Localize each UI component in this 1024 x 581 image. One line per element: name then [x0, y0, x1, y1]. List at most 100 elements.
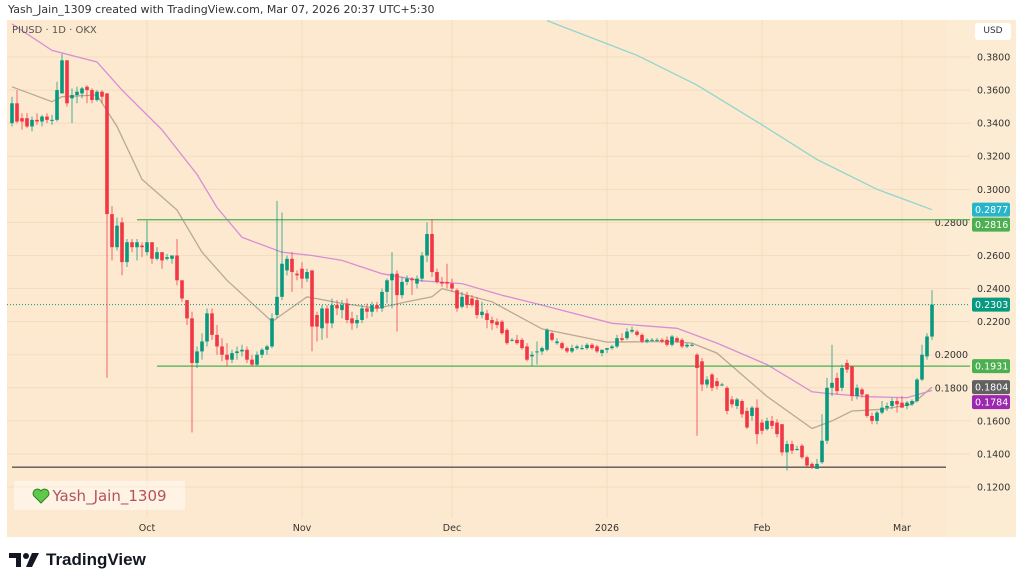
candle-body[interactable]	[80, 88, 84, 94]
candle-body[interactable]	[885, 405, 889, 408]
candle-body[interactable]	[500, 321, 504, 334]
candle-body[interactable]	[710, 374, 714, 388]
candle-body[interactable]	[410, 278, 414, 281]
candle-body[interactable]	[725, 387, 729, 411]
candle-body[interactable]	[280, 263, 284, 297]
candle-body[interactable]	[705, 379, 709, 385]
candle-body[interactable]	[480, 311, 484, 316]
candle-body[interactable]	[795, 448, 799, 450]
candle-body[interactable]	[750, 407, 754, 416]
candle-body[interactable]	[185, 300, 189, 319]
candle-body[interactable]	[30, 119, 34, 127]
candle-body[interactable]	[910, 401, 914, 405]
candle-body[interactable]	[110, 214, 114, 248]
candle-body[interactable]	[495, 321, 499, 325]
candle-body[interactable]	[190, 318, 194, 363]
candle-body[interactable]	[555, 341, 559, 344]
candle-body[interactable]	[75, 91, 79, 96]
candle-body[interactable]	[210, 313, 214, 335]
chart-pane[interactable]	[7, 20, 1016, 537]
candle-body[interactable]	[220, 346, 224, 355]
candle-body[interactable]	[270, 318, 274, 347]
candle-body[interactable]	[685, 344, 689, 347]
candle-body[interactable]	[540, 348, 544, 352]
candle-body[interactable]	[160, 252, 164, 261]
candle-body[interactable]	[115, 225, 119, 248]
candle-body[interactable]	[655, 339, 659, 341]
candle-body[interactable]	[370, 305, 374, 312]
candle-body[interactable]	[450, 283, 454, 289]
candle-body[interactable]	[820, 440, 824, 463]
candle-body[interactable]	[925, 336, 929, 357]
candle-body[interactable]	[430, 233, 434, 273]
candle-body[interactable]	[205, 313, 209, 342]
candle-body[interactable]	[535, 351, 539, 353]
candle-body[interactable]	[640, 334, 644, 342]
candle-body[interactable]	[790, 444, 794, 451]
candle-body[interactable]	[50, 119, 54, 121]
candle-body[interactable]	[570, 348, 574, 352]
candle-body[interactable]	[325, 308, 329, 324]
candle-body[interactable]	[860, 389, 864, 395]
candle-body[interactable]	[215, 334, 219, 347]
candle-body[interactable]	[290, 258, 294, 273]
candle-body[interactable]	[760, 422, 764, 431]
candle-body[interactable]	[95, 91, 99, 101]
candle-body[interactable]	[200, 341, 204, 352]
candle-body[interactable]	[135, 242, 139, 248]
candle-body[interactable]	[125, 242, 129, 263]
candle-body[interactable]	[225, 354, 229, 360]
candle-body[interactable]	[275, 296, 279, 316]
candle-body[interactable]	[165, 257, 169, 259]
candle-body[interactable]	[245, 349, 249, 360]
candle-body[interactable]	[730, 399, 734, 405]
candle-body[interactable]	[40, 116, 44, 122]
candle-body[interactable]	[630, 329, 634, 332]
candle-body[interactable]	[905, 402, 909, 406]
candle-body[interactable]	[490, 319, 494, 324]
candle-body[interactable]	[25, 118, 29, 127]
candle-body[interactable]	[890, 401, 894, 406]
candle-body[interactable]	[70, 95, 74, 99]
candle-body[interactable]	[145, 242, 149, 253]
candle-body[interactable]	[230, 353, 234, 360]
candle-body[interactable]	[920, 354, 924, 380]
candle-body[interactable]	[140, 245, 144, 248]
candle-body[interactable]	[690, 344, 694, 346]
candle-body[interactable]	[915, 379, 919, 402]
candle-body[interactable]	[295, 273, 299, 276]
candle-body[interactable]	[850, 366, 854, 397]
candle-body[interactable]	[605, 348, 609, 350]
candle-body[interactable]	[85, 86, 89, 91]
candle-body[interactable]	[755, 407, 759, 435]
candle-body[interactable]	[770, 420, 774, 426]
candle-body[interactable]	[380, 291, 384, 309]
candle-body[interactable]	[780, 424, 784, 453]
candle-body[interactable]	[435, 272, 439, 282]
candle-body[interactable]	[520, 339, 524, 349]
candle-body[interactable]	[455, 290, 459, 309]
candle-body[interactable]	[470, 298, 474, 306]
candle-body[interactable]	[305, 272, 309, 279]
candle-body[interactable]	[15, 103, 19, 122]
candle-body[interactable]	[700, 361, 704, 385]
candle-body[interactable]	[310, 270, 314, 327]
candle-body[interactable]	[740, 401, 744, 415]
candle-body[interactable]	[45, 116, 49, 120]
candle-body[interactable]	[250, 359, 254, 365]
candle-body[interactable]	[255, 354, 259, 365]
candle-body[interactable]	[360, 308, 364, 320]
candle-body[interactable]	[355, 319, 359, 324]
candle-body[interactable]	[350, 318, 354, 324]
candle-body[interactable]	[815, 463, 819, 469]
currency-button[interactable]: USD	[975, 23, 1011, 40]
candle-body[interactable]	[565, 348, 569, 352]
candle-body[interactable]	[390, 273, 394, 281]
candle-body[interactable]	[340, 305, 344, 311]
candle-body[interactable]	[425, 233, 429, 256]
candle-body[interactable]	[550, 333, 554, 340]
candle-body[interactable]	[720, 384, 724, 386]
tradingview-logo[interactable]: TradingView	[9, 550, 146, 570]
candle-body[interactable]	[665, 339, 669, 345]
candle-body[interactable]	[585, 344, 589, 349]
